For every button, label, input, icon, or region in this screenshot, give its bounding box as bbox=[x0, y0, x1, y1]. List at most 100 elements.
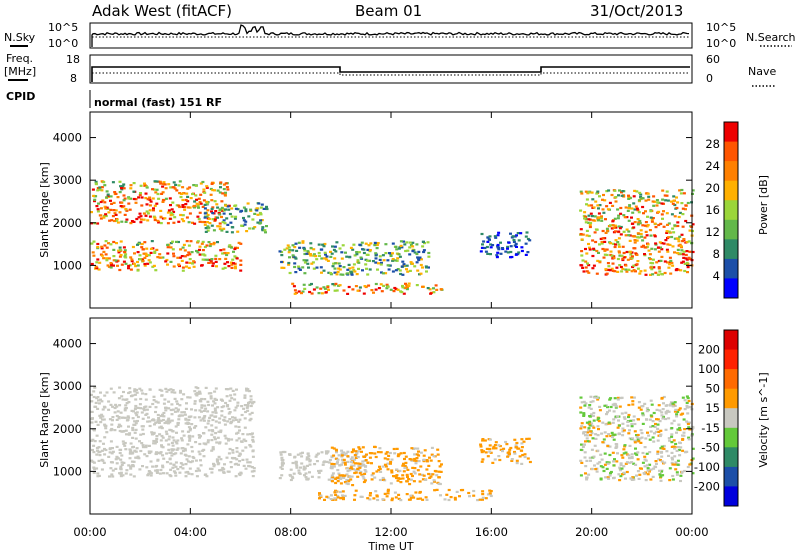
echo-cell-r5-1457 bbox=[654, 422, 657, 426]
echo-cell-r0-510 bbox=[219, 430, 223, 434]
echo-cell-r0-6 bbox=[128, 264, 132, 267]
echo-cell-r2-671 bbox=[242, 216, 245, 220]
echo-cell-r2-1091 bbox=[340, 449, 344, 452]
echo-cell-r1-504 bbox=[109, 208, 113, 211]
echo-cell-r6-1369 bbox=[673, 237, 677, 240]
echo-cell-r3-904 bbox=[341, 244, 345, 247]
echo-cell-r1-874 bbox=[319, 469, 323, 472]
echo-cell-r6-1175 bbox=[610, 227, 614, 230]
echo-cell-r6-1484 bbox=[600, 215, 603, 218]
echo-cell-r0-450 bbox=[243, 417, 247, 420]
echo-cell-r5-1056 bbox=[486, 240, 490, 243]
echo-cell-r5-1710 bbox=[619, 396, 623, 400]
echo-cell-r2-1065 bbox=[352, 448, 355, 451]
echo-cell-r0-31 bbox=[188, 253, 192, 256]
echo-cell-r6-1296 bbox=[665, 190, 669, 193]
echo-cell-r5-1563 bbox=[637, 477, 641, 480]
echo-cell-r0-643 bbox=[247, 390, 251, 393]
echo-cell-r0-324 bbox=[204, 386, 208, 389]
echo-cell-r1-541 bbox=[122, 199, 126, 202]
echo-cell-r0-279 bbox=[139, 449, 143, 453]
echo-cell-r2-1121 bbox=[439, 470, 443, 473]
echo-cell-r1-297 bbox=[199, 193, 203, 196]
echo-cell-r1-833 bbox=[346, 450, 350, 453]
echo-cell-r2-958 bbox=[358, 462, 362, 465]
echo-cell-r1-351 bbox=[211, 206, 215, 209]
echo-cell-r0-776 bbox=[204, 407, 208, 410]
echo-cell-r6-1187 bbox=[647, 249, 651, 252]
echo-cell-r0-24 bbox=[177, 240, 180, 244]
echo-cell-r0-762 bbox=[152, 442, 156, 445]
echo-cell-r0-91 bbox=[165, 258, 169, 262]
echo-cell-r6-1417 bbox=[682, 250, 686, 253]
echo-cell-r5-1455 bbox=[654, 430, 658, 433]
echo-cell-r6-1304 bbox=[642, 244, 645, 247]
echo-cell-r6-1161 bbox=[602, 193, 605, 197]
echo-cell-r1-507 bbox=[135, 217, 139, 221]
echo-cell-r5-1880 bbox=[688, 428, 692, 431]
echo-cell-r3-692 bbox=[311, 261, 315, 264]
echo-cell-r2-617 bbox=[236, 208, 240, 211]
echo-cell-r5-1714 bbox=[581, 445, 585, 448]
echo-cell-r6-1628 bbox=[588, 225, 592, 229]
echo-cell-r2-589 bbox=[222, 219, 226, 222]
echo-cell-r6-1504 bbox=[624, 234, 628, 237]
echo-cell-r5-1485 bbox=[673, 404, 677, 407]
echo-cell-r6-1127 bbox=[652, 195, 656, 198]
echo-cell-r6-1198 bbox=[610, 193, 614, 197]
echo-cell-r0-68 bbox=[236, 401, 240, 404]
echo-cell-r3-941 bbox=[400, 265, 404, 268]
echo-cell-r0-256 bbox=[188, 437, 192, 440]
echo-cell-r1-388 bbox=[170, 211, 173, 214]
echo-cell-r6-1271 bbox=[641, 205, 645, 209]
echo-cell-r6-1312 bbox=[664, 239, 668, 242]
echo-cell-r0-168 bbox=[112, 264, 115, 267]
echo-cell-r5-1584 bbox=[673, 455, 677, 458]
echo-cell-r3-766 bbox=[364, 263, 368, 266]
echo-cell-r6-1580 bbox=[667, 222, 671, 225]
echo-cell-r5-1709 bbox=[589, 430, 593, 433]
echo-cell-r5-1566 bbox=[627, 454, 631, 457]
echo-cell-r0-216 bbox=[194, 386, 198, 389]
echo-cell-r0-591 bbox=[247, 464, 251, 468]
echo-cell-r3-787 bbox=[298, 268, 302, 271]
echo-cell-r0-38 bbox=[153, 250, 157, 253]
echo-cell-r3-937 bbox=[298, 246, 302, 249]
echo-cell-r1-336 bbox=[132, 197, 136, 201]
echo-cell-r0-70 bbox=[105, 259, 109, 262]
echo-cell-r5-1396 bbox=[588, 456, 592, 459]
echo-cell-r0-247 bbox=[166, 243, 170, 246]
echo-cell-r5-1477 bbox=[668, 467, 672, 470]
echo-cell-r6-1506 bbox=[627, 207, 631, 210]
echo-cell-r5-1668 bbox=[593, 396, 597, 399]
echo-cell-r4-1006 bbox=[385, 283, 389, 286]
echo-cell-r1-872 bbox=[349, 458, 353, 461]
echo-cell-r1-526 bbox=[114, 219, 118, 222]
echo-cell-r2-1175 bbox=[365, 453, 368, 456]
echo-cell-r5-1371 bbox=[644, 479, 648, 482]
echo-cell-r3-731 bbox=[416, 256, 420, 259]
echo-cell-r3-1241 bbox=[435, 488, 439, 491]
echo-cell-r2-975 bbox=[401, 464, 405, 467]
echo-cell-r0-511 bbox=[155, 451, 158, 454]
echo-cell-r0-734 bbox=[175, 431, 178, 434]
echo-cell-r5-1120 bbox=[517, 239, 521, 242]
echo-cell-r6-1400 bbox=[597, 251, 600, 254]
echo-cell-r6-1378 bbox=[587, 264, 591, 267]
echo-cell-r2-1036 bbox=[346, 455, 350, 458]
echo-cell-r3-902 bbox=[403, 243, 407, 246]
echo-cell-r0-152 bbox=[141, 259, 145, 262]
echo-cell-r0-646 bbox=[219, 398, 223, 401]
echo-cell-r4-1311 bbox=[499, 448, 503, 451]
echo-cell-r6-1616 bbox=[636, 267, 640, 270]
echo-cell-r0-239 bbox=[228, 244, 232, 247]
echo-cell-r1-824 bbox=[317, 469, 320, 473]
echo-cell-r3-844 bbox=[427, 251, 431, 255]
echo-cell-r1-383 bbox=[203, 191, 207, 194]
echo-cell-r3-723 bbox=[305, 259, 309, 262]
freq-tick-top: 18 bbox=[66, 53, 80, 66]
echo-cell-r0-437 bbox=[131, 428, 135, 432]
echo-cell-r2-1127 bbox=[431, 473, 435, 476]
echo-cell-r6-1592 bbox=[619, 265, 623, 269]
colorbar-swatch-3 bbox=[724, 180, 738, 201]
